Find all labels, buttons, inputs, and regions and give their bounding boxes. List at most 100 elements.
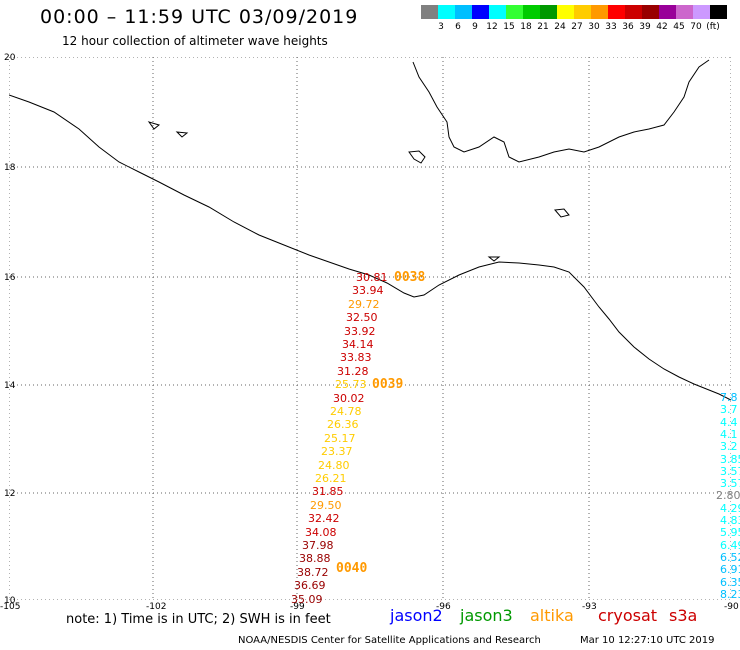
longitude-label: -102 bbox=[146, 602, 167, 612]
wave-height-value: 32.42 bbox=[308, 512, 340, 526]
scale-label: 15 bbox=[503, 22, 515, 32]
wave-height-value: 26.36 bbox=[327, 418, 359, 432]
scale-label: 9 bbox=[472, 22, 478, 32]
scale-swatch bbox=[557, 5, 574, 19]
longitude-label: -105 bbox=[0, 602, 21, 612]
scale-label: 21 bbox=[537, 22, 549, 32]
footer-note: note: 1) Time is in UTC; 2) SWH is in fe… bbox=[66, 612, 331, 627]
scale-swatch bbox=[676, 5, 693, 19]
wave-height-value: 24.80 bbox=[318, 458, 350, 472]
scale-label: 24 bbox=[554, 22, 566, 32]
wave-height-value: 32.50 bbox=[346, 311, 378, 325]
satellite-legend-item: cryosat bbox=[598, 606, 658, 625]
wave-height-value: 3.2 bbox=[720, 440, 738, 454]
longitude-label: -93 bbox=[582, 602, 597, 612]
scale-swatch bbox=[591, 5, 608, 19]
scale-swatch bbox=[693, 5, 710, 19]
wave-height-value: 3.7 bbox=[720, 403, 738, 417]
scale-swatch bbox=[506, 5, 523, 19]
scale-label: 39 bbox=[639, 22, 651, 32]
wave-height-value: 30.02 bbox=[333, 391, 365, 405]
satellite-legend-item: s3a bbox=[669, 606, 698, 625]
scale-swatch bbox=[625, 5, 642, 19]
longitude-label: -90 bbox=[724, 602, 739, 612]
wave-height-value: 6.35 bbox=[720, 575, 740, 589]
scale-label: 70 bbox=[690, 22, 702, 32]
timestamp-text: Mar 10 12:27:10 UTC 2019 bbox=[580, 635, 715, 646]
scale-label: 33 bbox=[605, 22, 617, 32]
scale-swatch bbox=[472, 5, 489, 19]
scale-swatch bbox=[540, 5, 557, 19]
scale-swatch bbox=[421, 5, 438, 19]
wave-height-value: 6.91 bbox=[720, 563, 740, 577]
latitude-label: 14 bbox=[4, 381, 16, 391]
wave-height-value: 3.57 bbox=[720, 477, 740, 491]
latitude-label: 16 bbox=[4, 273, 16, 283]
wave-height-value: 31.28 bbox=[337, 364, 369, 378]
wave-height-value: 38.72 bbox=[297, 565, 329, 579]
credit-text: NOAA/NESDIS Center for Satellite Applica… bbox=[238, 635, 541, 646]
chart-subtitle: 12 hour collection of altimeter wave hei… bbox=[62, 34, 328, 48]
latitude-label: 18 bbox=[4, 163, 16, 173]
scale-label: 18 bbox=[520, 22, 532, 32]
scale-swatch bbox=[455, 5, 472, 19]
scale-swatch bbox=[523, 5, 540, 19]
scale-label: 3 bbox=[438, 22, 444, 32]
wave-height-value: 4.83 bbox=[720, 514, 740, 527]
wave-height-value: 7.8 bbox=[720, 391, 738, 404]
wave-height-value: 29.50 bbox=[310, 498, 342, 512]
wave-height-value: 5.95 bbox=[720, 526, 740, 540]
longitude-label: -99 bbox=[290, 602, 305, 612]
track-time-label: 0039 bbox=[372, 377, 404, 392]
latitude-label: 20 bbox=[4, 53, 16, 63]
wave-height-value: 3.85 bbox=[720, 452, 740, 466]
track-time-label: 0038 bbox=[394, 270, 426, 285]
map-canvas bbox=[9, 57, 731, 600]
wave-height-value: 34.08 bbox=[305, 525, 337, 539]
wave-height-value: 34.14 bbox=[342, 338, 374, 351]
wave-height-value: 2.80 bbox=[716, 489, 740, 503]
wave-height-value: 4.4 bbox=[720, 415, 738, 429]
wave-height-value: 30.81 bbox=[356, 271, 388, 284]
latitude-label: 12 bbox=[4, 489, 16, 499]
wave-height-value: 23.37 bbox=[321, 445, 353, 459]
wave-height-value: 38.88 bbox=[299, 552, 331, 566]
scale-label: 45 bbox=[673, 22, 685, 32]
wave-height-value: 3.57 bbox=[720, 464, 740, 478]
wave-height-value: 25.17 bbox=[324, 431, 356, 445]
satellite-legend-item: altika bbox=[530, 606, 574, 625]
wave-height-value: 6.52 bbox=[720, 550, 740, 564]
wave-height-value: 26.21 bbox=[315, 472, 347, 485]
wave-height-value: 29.72 bbox=[348, 297, 380, 311]
scale-label: 36 bbox=[622, 22, 634, 32]
scale-label: 6 bbox=[455, 22, 461, 32]
scale-label: 12 bbox=[486, 22, 498, 32]
scale-swatch bbox=[710, 5, 727, 19]
wave-height-value: 36.69 bbox=[294, 579, 326, 593]
wave-height-value: 24.78 bbox=[330, 405, 362, 418]
wave-height-value: 4.29 bbox=[720, 501, 740, 515]
wave-height-value: 4.1 bbox=[720, 427, 738, 441]
satellite-legend-item: jason2 bbox=[390, 606, 443, 625]
wave-height-value: 35.09 bbox=[291, 592, 323, 606]
track-time-label: 0040 bbox=[336, 561, 368, 576]
scale-swatch bbox=[642, 5, 659, 19]
longitude-label: -96 bbox=[436, 602, 451, 612]
chart-title: 00:00 – 11:59 UTC 03/09/2019 bbox=[40, 6, 359, 28]
wave-height-value: 6.49 bbox=[720, 538, 740, 552]
scale-swatch bbox=[574, 5, 591, 19]
wave-height-value: 33.83 bbox=[340, 351, 372, 365]
satellite-legend-item: jason3 bbox=[460, 606, 513, 625]
scale-label: 30 bbox=[588, 22, 600, 32]
scale-swatch bbox=[608, 5, 625, 19]
wave-height-value: 25.73 bbox=[335, 378, 367, 392]
coastline bbox=[9, 59, 731, 401]
scale-swatch bbox=[489, 5, 506, 19]
scale-label: 27 bbox=[571, 22, 583, 32]
scale-swatch bbox=[659, 5, 676, 19]
wave-height-value: 31.85 bbox=[312, 485, 344, 499]
wave-height-value: 33.92 bbox=[344, 324, 376, 338]
scale-label: 42 bbox=[656, 22, 668, 32]
latitude-label: 10 bbox=[4, 596, 16, 606]
scale-label: (ft) bbox=[706, 22, 720, 32]
